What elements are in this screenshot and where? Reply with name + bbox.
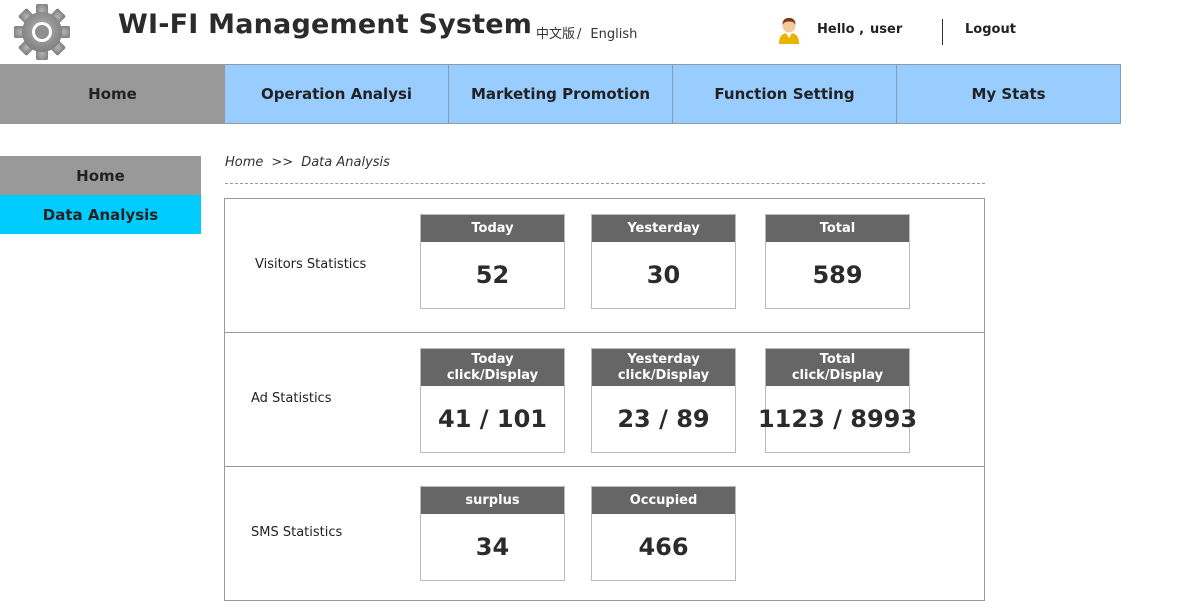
language-switcher: 中文版 / English xyxy=(536,23,637,42)
card-title: Total xyxy=(766,215,909,242)
nav-tab-home[interactable]: Home xyxy=(0,64,225,124)
card-title: Today click/Display xyxy=(421,349,564,386)
card-value: 1123 / 8993 xyxy=(757,405,918,433)
visitors-statistics-row xyxy=(225,199,984,333)
lang-separator: / xyxy=(577,27,582,42)
lang-chinese-link[interactable]: 中文版 xyxy=(536,27,576,42)
card-value: 466 xyxy=(638,533,689,561)
ad-statistics-row xyxy=(225,333,984,467)
visitors-statistics-label: Visitors Statistics xyxy=(255,257,367,272)
nav-tab-marketing-promotion[interactable]: Marketing Promotion xyxy=(449,64,673,124)
card-title: Occupied xyxy=(592,487,735,514)
card-title: Total click/Display xyxy=(766,349,909,386)
app-header: WI-FI Management System 中文版 / English Hell… xyxy=(0,0,1187,64)
sms-occupied-card: Occupied 466 xyxy=(591,486,736,581)
logout-link[interactable]: Logout xyxy=(965,22,1016,37)
sms-surplus-card: surplus 34 xyxy=(420,486,565,581)
greeting-text: Hello , xyxy=(817,22,865,37)
breadcrumb-separator: >> xyxy=(271,155,294,170)
app-title: WI-FI Management System xyxy=(118,9,533,40)
ad-statistics-label: Ad Statistics xyxy=(251,391,332,406)
card-title: surplus xyxy=(421,487,564,514)
card-value: 589 xyxy=(812,261,863,289)
gear-icon xyxy=(14,4,70,60)
breadcrumb-current: Data Analysis xyxy=(301,155,390,170)
card-value: 23 / 89 xyxy=(617,405,710,433)
card-value: 34 xyxy=(475,533,510,561)
breadcrumb-divider xyxy=(225,183,985,184)
visitors-yesterday-card: Yesterday 30 xyxy=(591,214,736,309)
visitors-total-card: Total 589 xyxy=(765,214,910,309)
sidebar: Home Data Analysis xyxy=(0,156,201,234)
ads-today-card: Today click/Display 41 / 101 xyxy=(420,348,565,453)
nav-tab-operation-analysis[interactable]: Operation Analysi xyxy=(225,64,449,124)
ads-total-card: Total click/Display 1123 / 8993 xyxy=(757,348,918,453)
card-value: 30 xyxy=(646,261,681,289)
main-nav: Home Operation Analysi Marketing Promoti… xyxy=(0,64,1121,124)
card-value: 52 xyxy=(475,261,510,289)
sidebar-item-home[interactable]: Home xyxy=(0,156,201,195)
card-value: 41 / 101 xyxy=(438,405,547,433)
ads-yesterday-card: Yesterday click/Display 23 / 89 xyxy=(591,348,736,453)
user-greeting: Hello , user xyxy=(817,22,902,37)
nav-tab-my-stats[interactable]: My Stats xyxy=(897,64,1121,124)
user-avatar-icon xyxy=(779,18,799,44)
sms-statistics-label: SMS Statistics xyxy=(251,525,343,540)
breadcrumb-home-link[interactable]: Home xyxy=(225,155,264,170)
visitors-today-card: Today 52 xyxy=(420,214,565,309)
username: user xyxy=(870,22,903,37)
card-title: Yesterday xyxy=(592,215,735,242)
card-title: Yesterday click/Display xyxy=(592,349,735,386)
breadcrumb: Home >> Data Analysis xyxy=(225,155,390,170)
nav-tab-function-setting[interactable]: Function Setting xyxy=(673,64,897,124)
lang-english-link[interactable]: English xyxy=(590,27,638,42)
card-title: Today xyxy=(421,215,564,242)
header-divider xyxy=(942,19,943,45)
sidebar-item-data-analysis[interactable]: Data Analysis xyxy=(0,195,201,234)
